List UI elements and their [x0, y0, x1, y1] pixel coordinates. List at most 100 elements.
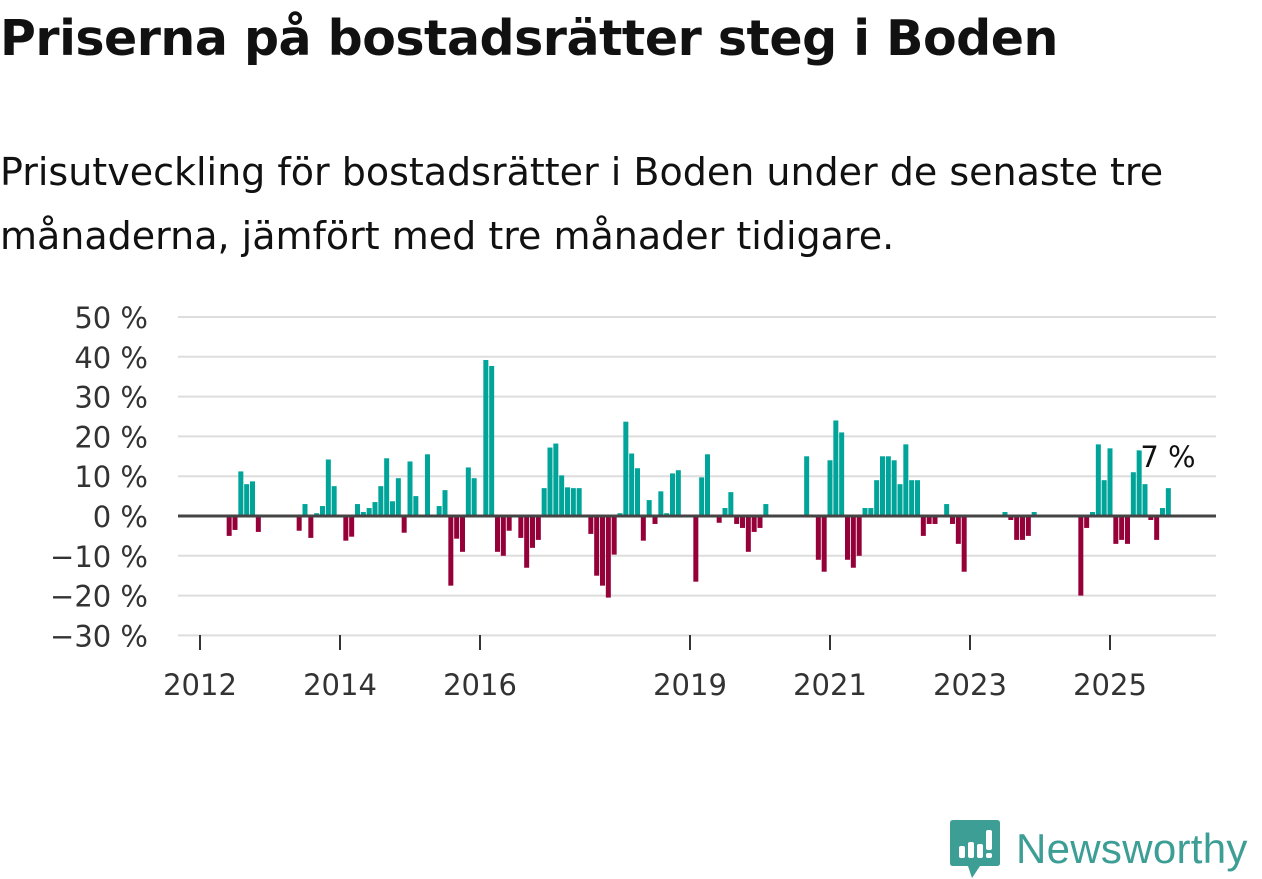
bar [407, 461, 413, 516]
bar [757, 516, 763, 528]
bar [1165, 488, 1171, 516]
x-tick-label: 2021 [793, 668, 867, 702]
bar [384, 458, 390, 516]
bar [734, 516, 740, 524]
bar [955, 516, 961, 544]
bar [535, 516, 541, 540]
x-tick-label: 2023 [933, 668, 1007, 702]
bar [296, 516, 302, 531]
chart-title: Priserna på bostadsrätter steg i Boden [0, 10, 1058, 67]
bar [827, 460, 833, 516]
annotation: 7 % [1138, 438, 1198, 477]
bar [1095, 444, 1101, 516]
bar [891, 460, 897, 516]
bar [815, 516, 821, 560]
bar [763, 504, 769, 516]
y-tick-label: 10 % [74, 460, 148, 494]
bar [594, 516, 600, 576]
bar [652, 516, 658, 524]
bar [331, 486, 337, 516]
bar [751, 516, 757, 532]
bar [944, 504, 950, 516]
bar [442, 490, 448, 516]
bar [360, 512, 366, 516]
bar [460, 516, 465, 552]
bar [745, 516, 751, 552]
bar [640, 516, 646, 541]
bar [489, 365, 495, 516]
bar [506, 516, 512, 531]
bar [880, 456, 885, 516]
bar [588, 516, 594, 534]
bar [255, 516, 261, 532]
bar [308, 516, 314, 538]
bar [366, 508, 372, 516]
bar [1008, 516, 1014, 520]
bar [483, 359, 489, 516]
bar [920, 516, 926, 536]
bar [471, 478, 477, 516]
bar [1148, 516, 1154, 520]
bar [1160, 508, 1165, 516]
bar [1002, 512, 1008, 516]
bar [343, 516, 349, 541]
bar [623, 421, 629, 516]
bar [821, 516, 827, 572]
x-axis: 2012 2014 2016 2019 2021 2023 2025 [163, 514, 1216, 702]
bar [541, 488, 547, 516]
bar [1031, 512, 1037, 516]
bar [425, 454, 430, 516]
bar [885, 456, 891, 516]
bar [465, 467, 471, 516]
x-tick-label: 2014 [303, 668, 377, 702]
bar [238, 471, 244, 516]
bar [570, 488, 576, 516]
bar [1113, 516, 1119, 544]
bar [670, 473, 675, 516]
bar [1119, 516, 1125, 540]
bar [1078, 516, 1084, 596]
bar [605, 516, 611, 598]
bar [716, 516, 722, 523]
bar [705, 454, 710, 516]
bar [833, 420, 839, 516]
bar [1090, 512, 1095, 516]
bar [646, 500, 652, 516]
bar [740, 516, 745, 528]
bar [1154, 516, 1160, 540]
bar [909, 480, 915, 516]
bar [635, 468, 640, 516]
bar [1101, 480, 1107, 516]
bar [839, 432, 845, 516]
bar [699, 477, 705, 516]
bar [693, 516, 699, 582]
x-tick-label: 2016 [443, 668, 517, 702]
bar [1125, 516, 1130, 544]
bar [390, 501, 395, 516]
bar [553, 443, 559, 516]
bar [226, 516, 232, 536]
bar [378, 486, 384, 516]
bar [302, 504, 308, 516]
bar [845, 516, 850, 560]
bar [950, 516, 955, 524]
y-tick-label: −10 % [50, 540, 148, 574]
logo-text: Newsworthy [1016, 825, 1248, 872]
bar [355, 504, 360, 516]
bar [547, 447, 553, 516]
bar [530, 516, 535, 548]
bar [401, 516, 407, 533]
bar [728, 492, 734, 516]
bar [395, 478, 401, 516]
bar [629, 453, 635, 516]
bar [413, 496, 419, 516]
newsworthy-logo[interactable]: Newsworthy [950, 820, 1248, 878]
y-tick-label: −30 % [50, 619, 148, 653]
bar [874, 480, 880, 516]
bar [1014, 516, 1020, 540]
bar [448, 516, 454, 586]
bar [658, 491, 664, 516]
bar [862, 508, 868, 516]
y-tick-label: 20 % [74, 420, 148, 454]
